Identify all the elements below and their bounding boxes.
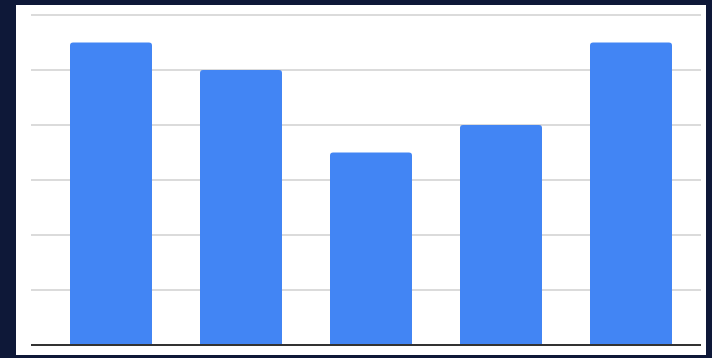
- bar-4: [460, 125, 542, 345]
- bar-1: [70, 42, 152, 345]
- bar-2: [200, 70, 282, 345]
- bars: [70, 42, 672, 345]
- chart-area: [16, 5, 706, 355]
- bar-chart: [31, 14, 701, 346]
- bar-5: [590, 42, 672, 345]
- bar-3: [330, 152, 412, 345]
